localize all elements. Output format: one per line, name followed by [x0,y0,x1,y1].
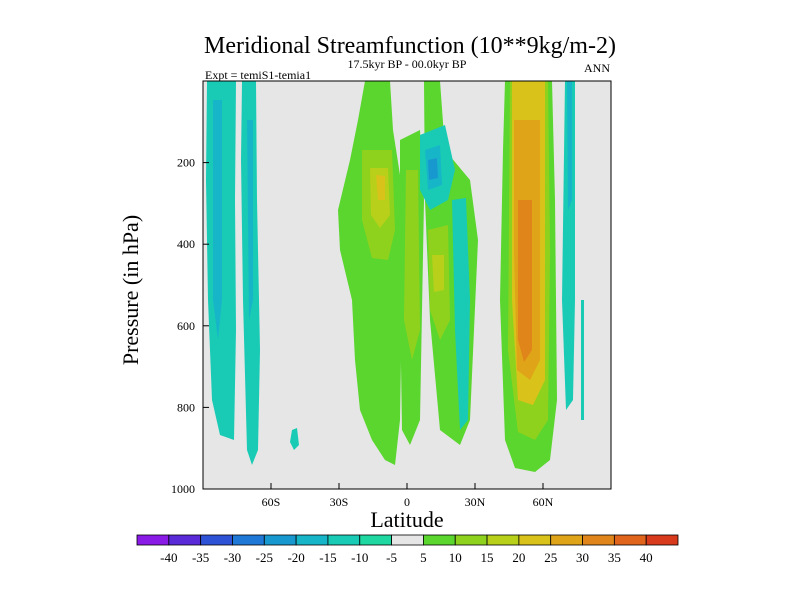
contour-sh-polar-neg-c [213,100,222,340]
colorbar-swatch [168,534,202,546]
colorbar-label: 40 [640,550,653,565]
colorbar-label: -10 [351,550,368,565]
colorbar-swatch [582,534,615,546]
y-tick-label: 400 [177,237,195,251]
colorbar-label: 25 [544,550,557,565]
x-tick-label: 30N [465,495,486,509]
colorbar-swatch [423,534,456,546]
colorbar-label: -35 [192,550,209,565]
contour-nh-pos-e [518,200,532,362]
x-axis-ticks: 60S 30S 0 30N 60N [262,483,554,509]
chart-title: Meridional Streamfunction (10**9kg/m-2) [204,33,616,59]
colorbar-swatch [263,534,297,546]
colorbar-label: -30 [224,550,241,565]
colorbar-swatch [295,534,329,546]
colorbar-swatch [136,534,170,546]
contour-eq-neg-c [428,158,438,180]
colorbar-label: 5 [420,550,427,565]
contour-eq-neg-d [452,198,470,430]
subtitle-center: 17.5kyr BP - 00.0kyr BP [348,57,467,71]
subtitle-left: Expt = temiS1-temia1 [205,68,311,82]
colorbar-swatch [613,534,647,546]
contour-sh-core-c [376,175,385,200]
contour-sh-polar-neg-d [247,120,253,320]
contour-nh-polar-neg-b [567,81,572,210]
y-tick-label: 800 [177,400,195,414]
colorbar-swatch [232,534,265,546]
colorbar-label: -20 [287,550,304,565]
x-axis-label: Latitude [370,507,443,532]
colorbar-label: -5 [386,550,397,565]
colorbar-swatch [486,534,520,546]
colorbar-label: 20 [512,550,525,565]
x-tick-label: 60N [533,495,554,509]
x-tick-label: 0 [404,495,410,509]
y-tick-label: 200 [177,156,195,170]
colorbar-swatch [518,534,552,546]
colorbar-swatch [550,534,583,546]
contour-eq-core-c [432,255,444,292]
colorbar-label: 10 [449,550,462,565]
colorbar-swatch [391,534,424,546]
y-tick-label: 600 [177,319,195,333]
colorbar-label: -40 [160,550,177,565]
colorbar-label: -25 [256,550,273,565]
y-axis-label: Pressure (in hPa) [118,215,143,365]
contour-sh-small-neg [290,428,299,450]
y-axis-ticks: 200 400 600 800 1000 [171,156,209,496]
colorbar-swatch [327,534,361,546]
x-tick-label: 60S [262,495,281,509]
y-tick-label: 1000 [171,482,195,496]
colorbar-label: 30 [576,550,589,565]
colorbar-swatch [645,534,679,546]
plot-area [202,80,612,490]
colorbar-swatch [454,534,488,546]
colorbar: -40 -35 -30 -25 -20 -15 -10 -5 5 10 15 20 25 30 35 40 [136,534,679,565]
colorbar-label: -15 [319,550,336,565]
x-tick-label: 30S [330,495,349,509]
colorbar-swatch [200,534,233,546]
colorbar-swatch [359,534,392,546]
contour-eq-core-a [404,170,420,360]
subtitle-right: ANN [584,61,610,75]
colorbar-label: 15 [481,550,494,565]
contour-nh-polar-neg-c [581,300,584,420]
colorbar-label: 35 [608,550,621,565]
